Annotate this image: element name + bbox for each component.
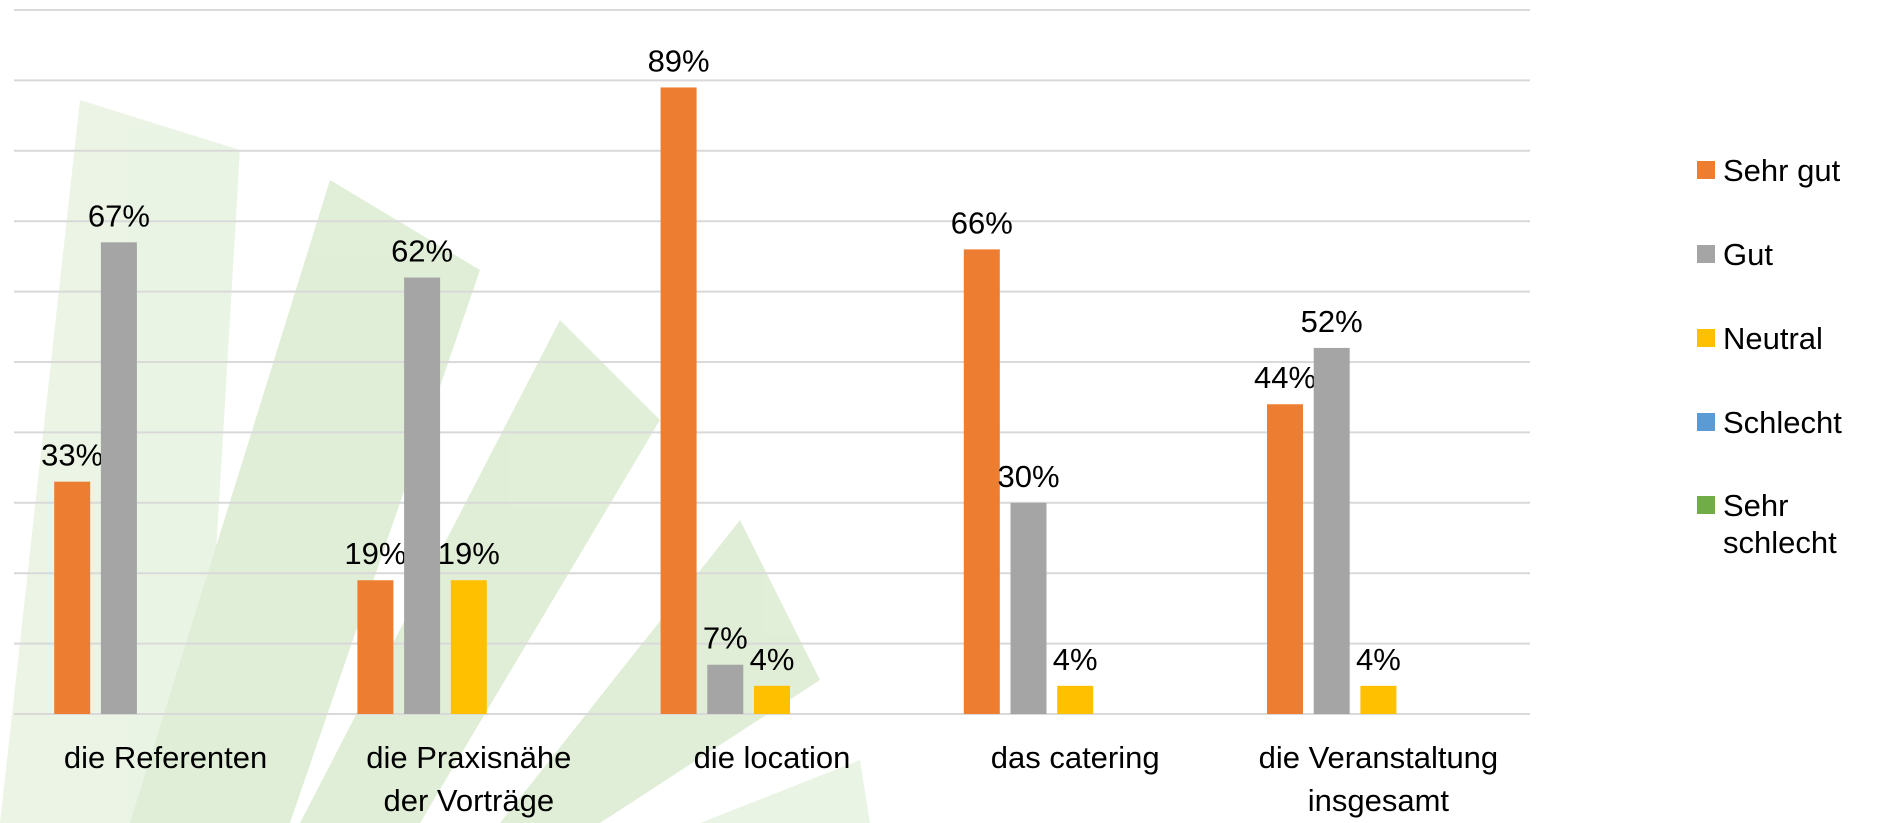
data-label: 66% bbox=[951, 205, 1013, 240]
data-label: 19% bbox=[438, 536, 500, 571]
legend-label: Gut bbox=[1723, 236, 1773, 273]
bar bbox=[707, 665, 743, 714]
bar bbox=[1360, 686, 1396, 714]
bar bbox=[54, 482, 90, 714]
x-tick-label: die location bbox=[620, 736, 923, 779]
x-tick-label: die Praxisnähe der Vorträge bbox=[317, 736, 620, 822]
bar bbox=[964, 249, 1000, 714]
bar bbox=[1057, 686, 1093, 714]
bar bbox=[661, 87, 697, 714]
legend-swatch bbox=[1697, 161, 1715, 179]
data-label: 89% bbox=[648, 43, 710, 78]
legend-label: Schlecht bbox=[1723, 404, 1842, 441]
data-label: 44% bbox=[1254, 360, 1316, 395]
x-tick-label: die Referenten bbox=[14, 736, 317, 779]
bar bbox=[1314, 348, 1350, 714]
chart: 33%67%19%62%19%89%7%4%66%30%4%44%52%4% bbox=[0, 0, 1878, 823]
data-label: 4% bbox=[1053, 642, 1098, 677]
bar bbox=[101, 242, 137, 714]
data-label: 67% bbox=[88, 198, 150, 233]
bar bbox=[357, 580, 393, 714]
data-label: 30% bbox=[997, 459, 1059, 494]
legend-swatch bbox=[1697, 245, 1715, 263]
bar bbox=[451, 580, 487, 714]
legend-swatch bbox=[1697, 496, 1715, 514]
legend-swatch bbox=[1697, 329, 1715, 347]
legend-label: Sehr gut bbox=[1723, 152, 1840, 189]
legend-label: Neutral bbox=[1723, 320, 1823, 357]
x-tick-label: das catering bbox=[924, 736, 1227, 779]
data-label: 7% bbox=[703, 621, 748, 656]
bar bbox=[1267, 404, 1303, 714]
data-label: 19% bbox=[344, 536, 406, 571]
page: 33%67%19%62%19%89%7%4%66%30%4%44%52%4% d… bbox=[0, 0, 1878, 823]
bar bbox=[1011, 503, 1047, 714]
data-label: 4% bbox=[750, 642, 795, 677]
bar bbox=[404, 278, 440, 714]
x-tick-label: die Veranstaltung insgesamt bbox=[1227, 736, 1530, 822]
data-label: 4% bbox=[1356, 642, 1401, 677]
data-label: 62% bbox=[391, 234, 453, 269]
bar bbox=[754, 686, 790, 714]
data-label: 33% bbox=[41, 438, 103, 473]
legend-label: Sehr schlecht bbox=[1723, 487, 1837, 561]
data-label: 52% bbox=[1301, 304, 1363, 339]
legend-swatch bbox=[1697, 413, 1715, 431]
